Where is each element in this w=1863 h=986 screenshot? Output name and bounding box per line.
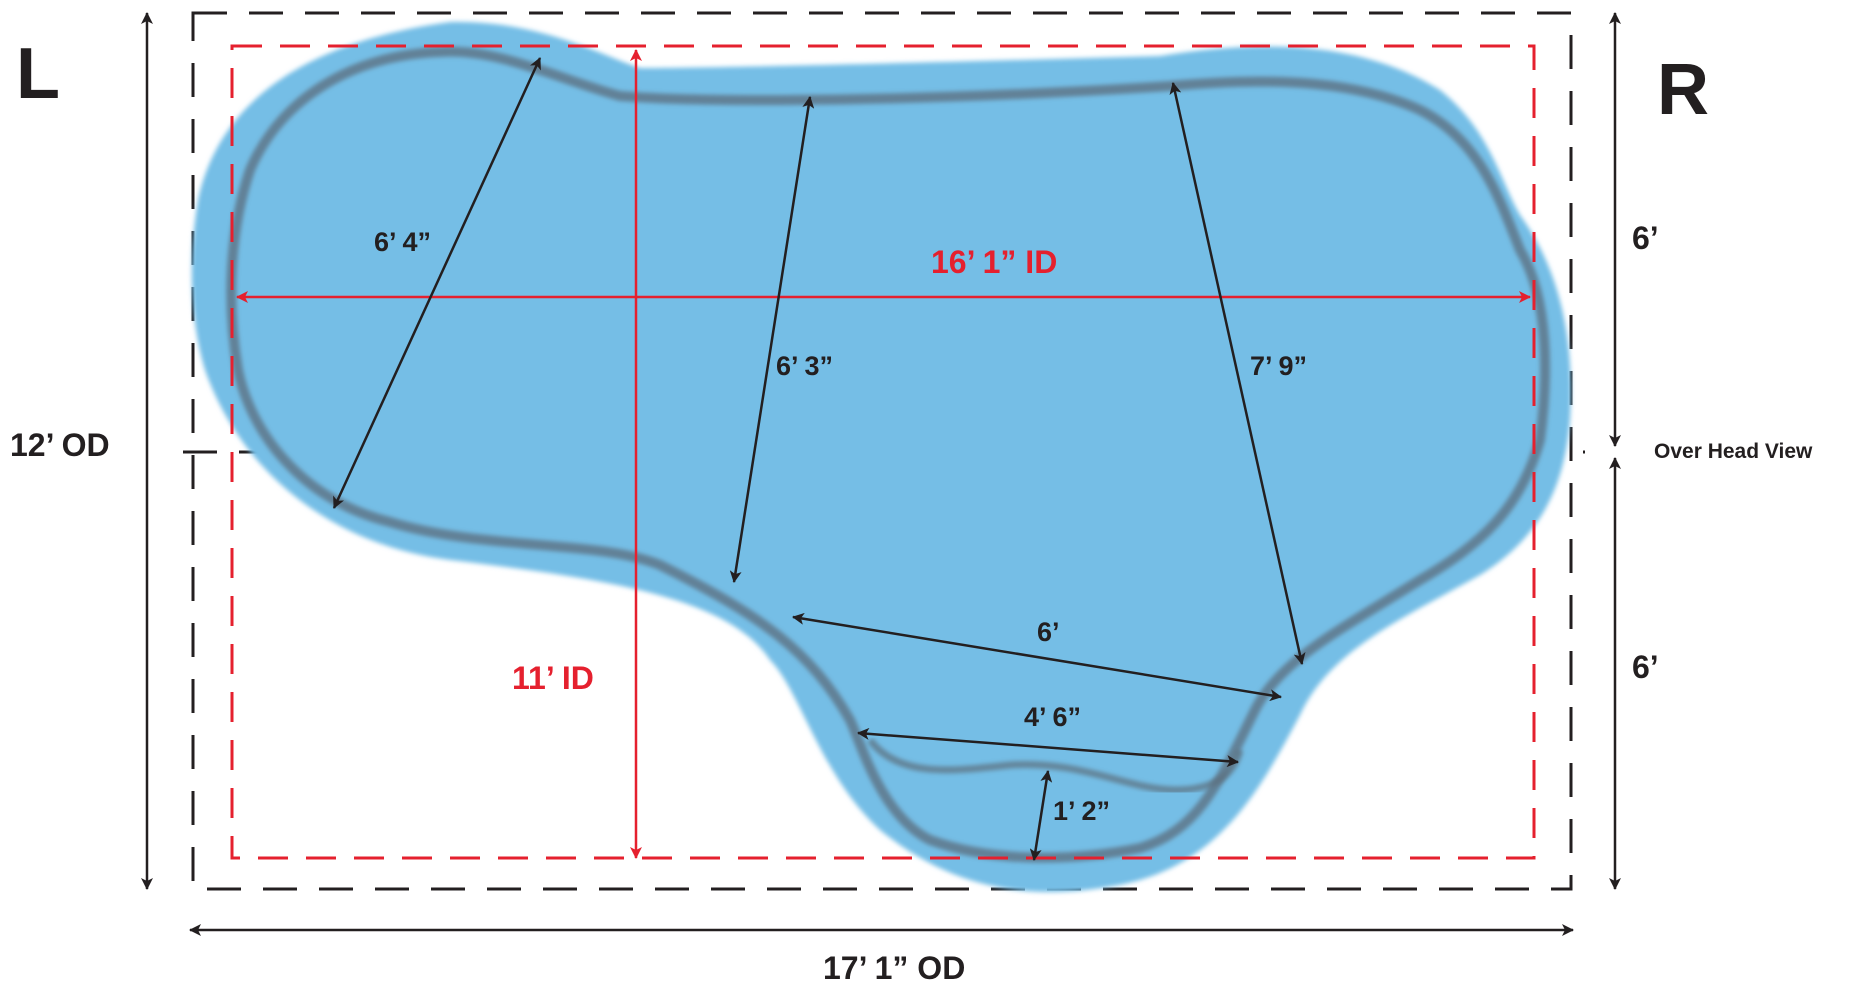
left-lobe-label: 6’ 4”	[374, 227, 432, 257]
inner-width-label: 11’ ID	[512, 660, 594, 696]
step-depth-arrow	[1029, 770, 1053, 861]
step-middle-label: 4’ 6”	[1024, 702, 1082, 732]
outer-width-label: 12’ OD	[10, 427, 110, 463]
inner-length-label: 16’ 1” ID	[931, 244, 1058, 280]
left-side-label: L	[16, 34, 60, 114]
step-middle-arrow	[857, 727, 1239, 768]
inner-dimension-box	[230, 44, 1536, 860]
left-lobe-arrow	[332, 57, 542, 509]
step-ledge	[867, 737, 1244, 794]
lower-half-label: 6’	[1632, 649, 1659, 685]
middle-span-arrow	[729, 96, 815, 583]
middle-span-label: 6’ 3”	[776, 351, 834, 381]
step-depth-label: 1’ 2”	[1053, 796, 1111, 826]
pool-water	[191, 21, 1571, 893]
outer-length-label: 17’ 1” OD	[823, 950, 966, 986]
right-span-arrow	[1169, 82, 1306, 665]
view-label: Over Head View	[1654, 440, 1813, 463]
right-side-label: R	[1657, 50, 1709, 130]
step-top-arrow	[792, 612, 1282, 702]
upper-half-label: 6’	[1632, 220, 1659, 256]
right-span-label: 7’ 9”	[1250, 351, 1308, 381]
step-top-label: 6’	[1037, 617, 1060, 647]
outer-dimension-box	[191, 11, 1573, 891]
